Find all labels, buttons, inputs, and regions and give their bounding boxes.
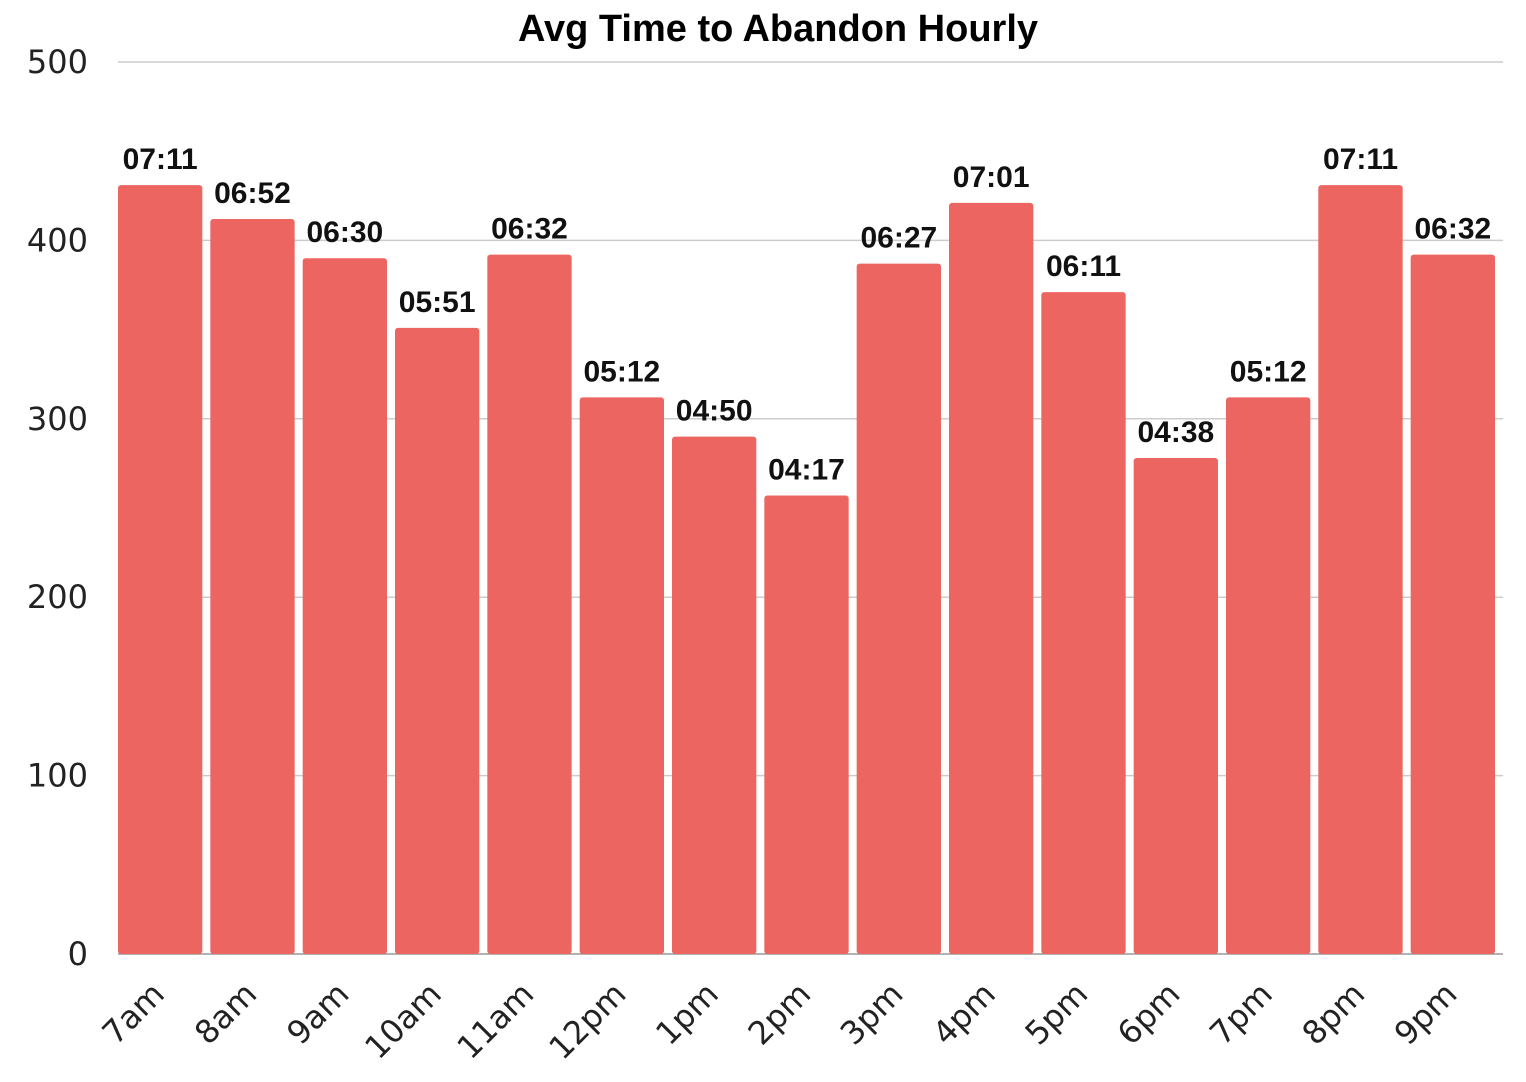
- y-axis: 0 100 200 300 400 500: [27, 43, 88, 973]
- x-tick-label: 4pm: [925, 975, 1003, 1053]
- data-label: 06:32: [491, 213, 568, 246]
- data-labels: 07:11 06:52 06:30 05:51 06:32 05:12 04:50 04:17…: [123, 143, 1492, 486]
- data-label: 06:11: [1046, 250, 1121, 283]
- x-tick-label: 8pm: [1294, 975, 1372, 1053]
- x-axis: 7am 8am 9am 10am 11am 12pm 1pm 2pm 3pm 4pm 5pm 6pm 7…: [95, 975, 1465, 1067]
- bar: [764, 495, 849, 954]
- bars: [118, 185, 1495, 955]
- bar: [1318, 185, 1403, 954]
- data-label: 07:11: [123, 143, 198, 176]
- data-label: 04:17: [768, 454, 845, 487]
- data-label: 06:30: [306, 216, 383, 249]
- data-label: 05:51: [399, 286, 476, 319]
- bar: [210, 218, 295, 954]
- bar: [1410, 254, 1495, 954]
- x-tick-label: 7am: [95, 975, 172, 1052]
- data-label: 07:01: [953, 161, 1030, 194]
- data-label: 06:27: [860, 222, 937, 255]
- bar: [395, 327, 480, 954]
- y-tick-label: 400: [27, 221, 88, 259]
- bar: [1226, 397, 1311, 955]
- bar: [856, 263, 941, 954]
- x-tick-label: 11am: [450, 975, 542, 1067]
- x-tick-label: 5pm: [1017, 975, 1095, 1053]
- chart-title: Avg Time to Abandon Hourly: [518, 8, 1038, 50]
- bar: [579, 397, 664, 955]
- x-tick-label: 6pm: [1110, 975, 1188, 1053]
- x-tick-label: 2pm: [740, 975, 818, 1053]
- y-tick-label: 100: [27, 757, 88, 795]
- data-label: 04:38: [1137, 416, 1214, 449]
- bar: [302, 258, 387, 954]
- x-tick-label: 8am: [187, 975, 264, 1052]
- bar: [672, 436, 757, 954]
- y-tick-label: 500: [27, 43, 88, 81]
- bar: [118, 185, 203, 954]
- data-label: 04:50: [676, 395, 753, 428]
- x-tick-label: 9am: [279, 975, 356, 1052]
- data-label: 06:32: [1414, 213, 1491, 246]
- x-tick-label: 10am: [357, 975, 449, 1067]
- data-label: 06:52: [214, 177, 291, 210]
- x-tick-label: 7pm: [1202, 975, 1280, 1053]
- x-tick-label: 1pm: [648, 975, 726, 1053]
- x-tick-label: 3pm: [833, 975, 911, 1053]
- y-tick-label: 200: [27, 578, 88, 616]
- y-tick-label: 300: [27, 400, 88, 438]
- x-tick-label: 12pm: [541, 975, 633, 1067]
- data-label: 07:11: [1323, 143, 1398, 176]
- data-label: 05:12: [1230, 355, 1307, 388]
- data-label: 05:12: [583, 355, 660, 388]
- bar: [1133, 458, 1218, 954]
- bar: [487, 254, 572, 954]
- bar: [949, 202, 1034, 954]
- x-tick-label: 9pm: [1387, 975, 1465, 1053]
- y-tick-label: 0: [68, 935, 88, 973]
- bar: [1041, 292, 1126, 954]
